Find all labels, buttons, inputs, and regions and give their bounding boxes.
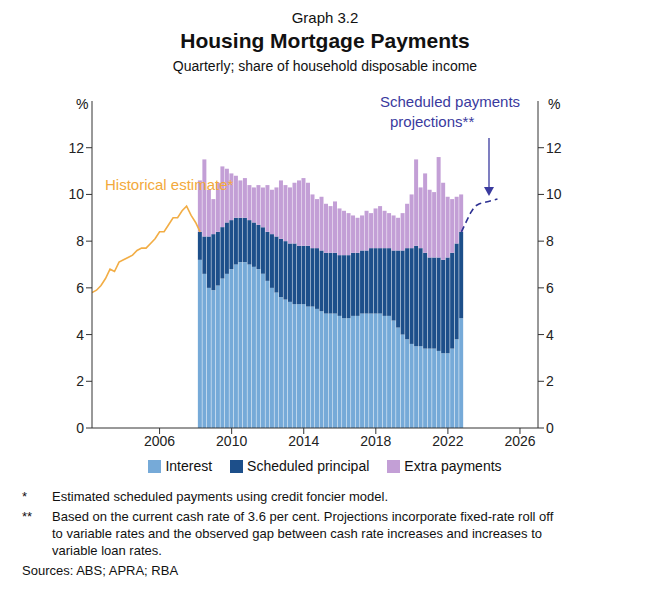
svg-text:12: 12 [68,140,84,156]
svg-text:10: 10 [546,186,562,202]
svg-text:6: 6 [76,280,84,296]
html-text:Sources: ABS; APRA; RBA: Sources: ABS; APRA; RBA [22,563,179,578]
svg-text:2018: 2018 [360,433,391,449]
svg-text:4: 4 [76,327,84,343]
html-text:Interest: Interest [165,458,213,474]
html-text:Historical estimate*: Historical estimate* [105,176,234,193]
html-text:Extra payments: Extra payments [404,458,502,474]
svg-text:2: 2 [546,373,554,389]
svg-text:8: 8 [76,233,84,249]
svg-text:2022: 2022 [432,433,463,449]
svg-text:8: 8 [546,233,554,249]
svg-text:2014: 2014 [288,433,319,449]
svg-text:2006: 2006 [144,433,175,449]
svg-text:2: 2 [76,373,84,389]
html-text:Quarterly; share of household: Quarterly; share of household disposable… [172,58,478,74]
svg-text:2026: 2026 [504,433,535,449]
svg-text:6: 6 [546,280,554,296]
html-text:projections**: projections** [390,113,475,130]
html-text:Scheduled principal: Scheduled principal [247,458,370,474]
html-text:Based on the current cash rate: Based on the current cash rate of 3.6 pe… [52,509,554,558]
html-text:Graph 3.2: Graph 3.2 [291,9,359,26]
svg-text:10: 10 [68,186,84,202]
svg-text:4: 4 [546,327,554,343]
svg-text:0: 0 [546,420,554,436]
html-text:Scheduled payments: Scheduled payments [380,93,521,110]
svg-text:12: 12 [546,140,562,156]
svg-text:0: 0 [76,420,84,436]
html-text:Estimated scheduled payments u: Estimated scheduled payments using credi… [52,489,388,504]
html-text:Housing Mortgage Payments: Housing Mortgage Payments [180,29,470,52]
svg-text:2010: 2010 [216,433,247,449]
